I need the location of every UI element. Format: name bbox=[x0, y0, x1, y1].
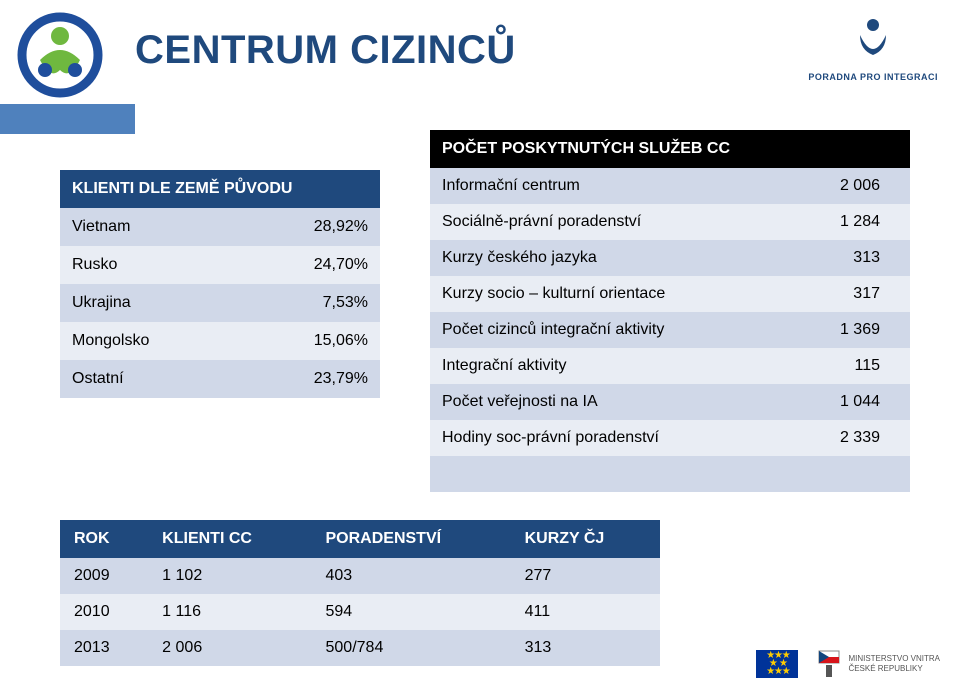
table-row: Sociálně-právní poradenství 1 284 bbox=[430, 204, 910, 240]
cell: 1 116 bbox=[148, 594, 311, 630]
col-klienti: KLIENTI CC bbox=[148, 520, 311, 558]
service-label: Počet cizinců integrační aktivity bbox=[430, 312, 790, 348]
klienti-zeme-header: KLIENTI DLE ZEMĚ PŮVODU bbox=[60, 170, 380, 208]
country-label: Mongolsko bbox=[60, 322, 241, 360]
service-label: Informační centrum bbox=[430, 168, 790, 204]
service-value: 1 284 bbox=[790, 204, 910, 240]
cell: 2009 bbox=[60, 558, 148, 594]
service-value: 313 bbox=[790, 240, 910, 276]
country-value: 24,70% bbox=[241, 246, 380, 284]
header: CENTRUM CIZINCŮ PORADNA PRO INTEGRACI bbox=[0, 10, 960, 100]
table-row: Kurzy českého jazyka 313 bbox=[430, 240, 910, 276]
cell: 2010 bbox=[60, 594, 148, 630]
mv-logo: MINISTERSTVO VNITRA ČESKÉ REPUBLIKY bbox=[816, 649, 940, 679]
mv-line1: MINISTERSTVO VNITRA bbox=[848, 654, 940, 664]
mv-emblem-icon bbox=[816, 649, 842, 679]
table-row: Ostatní 23,79% bbox=[60, 360, 380, 398]
service-label: Kurzy socio – kulturní orientace bbox=[430, 276, 790, 312]
accent-bar bbox=[0, 104, 135, 134]
country-value: 28,92% bbox=[241, 208, 380, 246]
eu-flag-icon: ★ ★ ★★ ★★ ★ ★ bbox=[756, 650, 798, 678]
table-row: Integrační aktivity 115 bbox=[430, 348, 910, 384]
col-rok: ROK bbox=[60, 520, 148, 558]
sluzby-header: POČET POSKYTNUTÝCH SLUŽEB CC bbox=[430, 130, 910, 168]
table-row: Kurzy socio – kulturní orientace 317 bbox=[430, 276, 910, 312]
table-row: Hodiny soc-právní poradenství 2 339 bbox=[430, 420, 910, 456]
cell: 403 bbox=[312, 558, 511, 594]
service-label: Hodiny soc-právní poradenství bbox=[430, 420, 790, 456]
table-row: Počet cizinců integrační aktivity 1 369 bbox=[430, 312, 910, 348]
klienti-zeme-table: KLIENTI DLE ZEMĚ PŮVODU Vietnam 28,92% R… bbox=[60, 170, 380, 398]
cell: 411 bbox=[511, 594, 660, 630]
table-row: Ukrajina 7,53% bbox=[60, 284, 380, 322]
rok-table: ROK KLIENTI CC PORADENSTVÍ KURZY ČJ 2009… bbox=[60, 520, 660, 666]
service-value: 1 369 bbox=[790, 312, 910, 348]
mv-line2: ČESKÉ REPUBLIKY bbox=[848, 664, 940, 674]
country-label: Ostatní bbox=[60, 360, 241, 398]
table-row: Mongolsko 15,06% bbox=[60, 322, 380, 360]
service-value: 2 006 bbox=[790, 168, 910, 204]
service-value: 317 bbox=[790, 276, 910, 312]
mv-caption: MINISTERSTVO VNITRA ČESKÉ REPUBLIKY bbox=[848, 654, 940, 673]
table-row: 2013 2 006 500/784 313 bbox=[60, 630, 660, 666]
service-label: Integrační aktivity bbox=[430, 348, 790, 384]
service-value: 115 bbox=[790, 348, 910, 384]
table-row: Informační centrum 2 006 bbox=[430, 168, 910, 204]
poradna-logo: PORADNA PRO INTEGRACI bbox=[808, 15, 938, 82]
cell: 277 bbox=[511, 558, 660, 594]
table-row bbox=[430, 456, 910, 492]
service-value: 1 044 bbox=[790, 384, 910, 420]
cell: 313 bbox=[511, 630, 660, 666]
service-label: Počet veřejnosti na IA bbox=[430, 384, 790, 420]
country-value: 23,79% bbox=[241, 360, 380, 398]
service-label: Sociálně-právní poradenství bbox=[430, 204, 790, 240]
country-value: 7,53% bbox=[241, 284, 380, 322]
cell: 500/784 bbox=[312, 630, 511, 666]
cell: 2013 bbox=[60, 630, 148, 666]
poradna-caption: PORADNA PRO INTEGRACI bbox=[808, 72, 938, 82]
table-row: Počet veřejnosti na IA 1 044 bbox=[430, 384, 910, 420]
cell: 594 bbox=[312, 594, 511, 630]
col-poradenstvi: PORADENSTVÍ bbox=[312, 520, 511, 558]
country-value: 15,06% bbox=[241, 322, 380, 360]
country-label: Rusko bbox=[60, 246, 241, 284]
table-row: Vietnam 28,92% bbox=[60, 208, 380, 246]
service-label: Kurzy českého jazyka bbox=[430, 240, 790, 276]
service-value: 2 339 bbox=[790, 420, 910, 456]
table-row: 2010 1 116 594 411 bbox=[60, 594, 660, 630]
sluzby-table: POČET POSKYTNUTÝCH SLUŽEB CC Informační … bbox=[430, 130, 910, 492]
country-label: Ukrajina bbox=[60, 284, 241, 322]
table-row: 2009 1 102 403 277 bbox=[60, 558, 660, 594]
col-kurzy: KURZY ČJ bbox=[511, 520, 660, 558]
page-title: CENTRUM CIZINCŮ bbox=[135, 28, 516, 73]
footer-logos: ★ ★ ★★ ★★ ★ ★ MINISTERSTVO VNITRA ČESKÉ … bbox=[756, 649, 940, 679]
cell: 1 102 bbox=[148, 558, 311, 594]
country-label: Vietnam bbox=[60, 208, 241, 246]
table-row: Rusko 24,70% bbox=[60, 246, 380, 284]
cell: 2 006 bbox=[148, 630, 311, 666]
centrum-cizincu-logo bbox=[10, 10, 120, 105]
